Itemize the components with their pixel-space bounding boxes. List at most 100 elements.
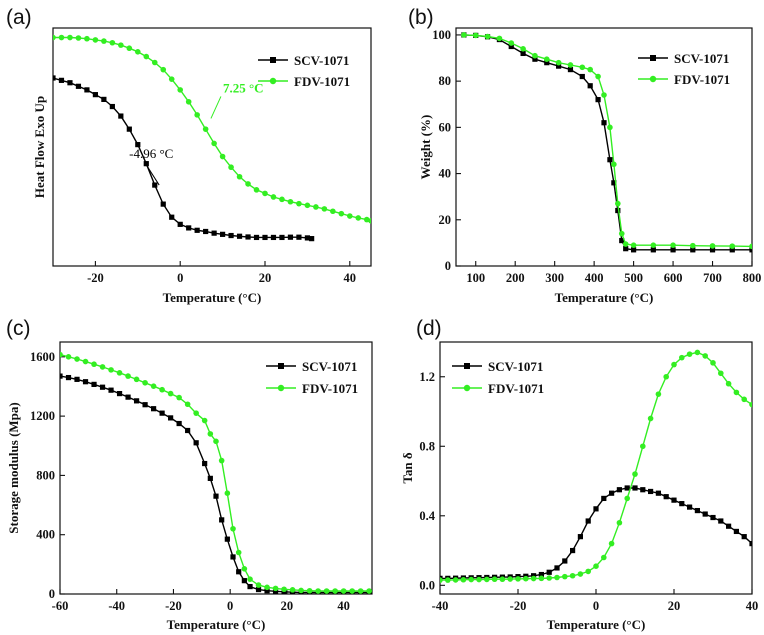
data-point-scv — [253, 234, 260, 241]
data-point-scv — [109, 103, 115, 110]
data-point-scv — [224, 536, 230, 542]
data-point-fdv — [289, 587, 296, 593]
data-point-fdv — [255, 582, 262, 588]
data-point-fdv — [224, 490, 231, 497]
data-point-fdv — [733, 389, 740, 396]
data-point-scv — [690, 247, 696, 253]
data-point-fdv — [185, 98, 192, 105]
data-point-scv — [601, 495, 607, 502]
data-point-scv — [648, 488, 654, 495]
data-point-fdv — [615, 200, 621, 207]
data-point-fdv — [60, 351, 63, 358]
data-point-scv — [554, 565, 560, 571]
data-point-fdv — [702, 353, 708, 359]
data-point-scv — [623, 246, 629, 252]
data-point-fdv — [218, 457, 225, 464]
series-line-fdv — [60, 353, 370, 592]
data-point-scv — [650, 247, 656, 253]
plot-frame — [59, 341, 373, 595]
data-point-scv — [270, 234, 277, 241]
y-axis-label: Weight (%) — [418, 115, 433, 180]
data-point-scv — [577, 534, 583, 540]
data-point-fdv — [579, 64, 586, 71]
data-point-scv — [624, 485, 630, 491]
data-point-scv — [272, 588, 279, 594]
data-point-fdv — [133, 376, 140, 383]
annotation-text: 7.25 °C — [223, 80, 264, 95]
data-point-fdv — [101, 38, 107, 44]
y-axis-label: Heat Flow Exo Up — [32, 96, 47, 198]
data-point-scv — [65, 374, 72, 381]
data-point-fdv — [349, 588, 355, 594]
data-point-fdv — [593, 563, 599, 569]
data-point-fdv — [671, 361, 677, 368]
data-point-fdv — [585, 568, 591, 575]
data-point-fdv — [228, 164, 234, 171]
data-point-fdv — [264, 584, 270, 591]
data-point-scv — [729, 247, 735, 253]
data-point-fdv — [554, 574, 560, 581]
x-tick-label: 200 — [506, 271, 525, 285]
data-point-scv — [82, 379, 89, 385]
y-tick-label: 20 — [439, 213, 452, 227]
x-tick-label: 0 — [177, 271, 183, 285]
y-tick-label: 0 — [445, 259, 451, 273]
data-point-scv — [741, 534, 747, 540]
data-point-fdv — [543, 56, 550, 62]
data-point-fdv — [53, 34, 56, 41]
data-point-fdv — [476, 576, 482, 583]
x-tick-label: 20 — [259, 271, 272, 285]
data-point-fdv — [253, 187, 260, 193]
x-tick-label: -20 — [510, 599, 527, 613]
data-point-scv — [702, 511, 708, 517]
data-point-scv — [213, 493, 219, 499]
data-point-scv — [670, 247, 676, 253]
data-point-fdv — [355, 215, 362, 221]
x-tick-label: -20 — [87, 271, 104, 285]
data-point-fdv — [650, 242, 657, 249]
data-point-fdv — [135, 49, 141, 55]
data-point-fdv — [484, 576, 490, 583]
data-point-scv — [159, 410, 165, 416]
data-point-scv — [160, 201, 166, 207]
legend-marker-fdv — [277, 384, 285, 392]
data-point-fdv — [219, 153, 226, 160]
legend-marker-scv — [464, 363, 470, 369]
data-point-scv — [609, 490, 615, 496]
data-point-fdv — [116, 370, 123, 376]
data-point-fdv — [461, 32, 467, 38]
data-point-fdv — [126, 45, 133, 52]
series-line-scv — [53, 77, 312, 240]
data-point-scv — [264, 588, 270, 594]
data-point-scv — [143, 161, 149, 167]
data-point-fdv — [725, 380, 732, 387]
data-point-fdv — [686, 351, 693, 357]
data-point-scv — [75, 83, 82, 89]
data-point-scv — [133, 398, 140, 404]
data-point-scv — [556, 63, 562, 69]
data-point-fdv — [230, 525, 236, 532]
data-point-fdv — [363, 216, 370, 223]
data-point-scv — [296, 234, 302, 240]
x-tick-label: 40 — [746, 599, 759, 613]
data-point-scv — [126, 126, 132, 132]
data-point-fdv — [508, 40, 515, 46]
data-point-fdv — [366, 588, 372, 594]
data-point-scv — [236, 233, 243, 239]
y-tick-label: 100 — [432, 28, 451, 42]
data-point-scv — [245, 234, 251, 240]
data-point-fdv — [749, 243, 752, 250]
data-point-fdv — [555, 59, 562, 66]
x-tick-label: 100 — [466, 271, 485, 285]
data-point-fdv — [546, 575, 552, 581]
x-tick-label: 700 — [703, 271, 722, 285]
data-point-fdv — [663, 373, 669, 380]
data-point-scv — [508, 43, 514, 50]
data-point-scv — [585, 518, 591, 524]
data-point-fdv — [306, 587, 313, 594]
panel-label: (b) — [408, 6, 434, 29]
data-point-fdv — [65, 354, 72, 360]
x-tick-label: 20 — [668, 599, 681, 613]
data-point-scv — [203, 228, 209, 235]
data-point-fdv — [160, 66, 167, 73]
